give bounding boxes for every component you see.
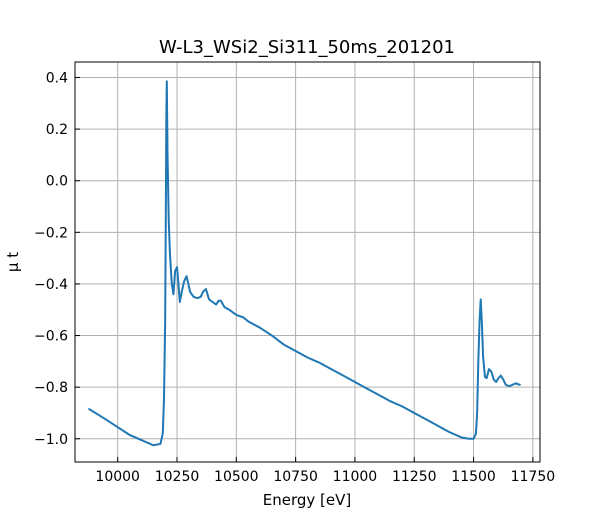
x-axis-label: Energy [eV]: [263, 491, 351, 509]
x-tick-label: 11000: [333, 469, 378, 485]
x-tick-label: 10750: [273, 469, 318, 485]
chart-title: W-L3_WSi2_Si311_50ms_201201: [159, 37, 455, 58]
x-tick-label: 11250: [392, 469, 437, 485]
y-tick-label: −1.0: [34, 432, 68, 448]
axes-frame: [74, 61, 541, 463]
y-tick-label: −0.8: [34, 380, 68, 396]
y-tick-label: −0.4: [34, 277, 68, 293]
x-tick-label: 11750: [511, 469, 556, 485]
x-tick-label: 10250: [155, 469, 200, 485]
y-tick-label: −0.6: [34, 329, 68, 345]
series-line: [88, 80, 521, 447]
x-tick-label: 11500: [451, 469, 496, 485]
y-tick-label: 0.2: [46, 122, 68, 138]
y-axis-label: μ t: [4, 252, 22, 272]
x-tick-label: 10500: [214, 469, 259, 485]
y-tick-label: −0.2: [34, 225, 68, 241]
x-tick-label: 10000: [95, 469, 140, 485]
y-tick-label: 0.4: [46, 70, 68, 86]
plot-area: [88, 80, 521, 447]
y-tick-label: 0.0: [46, 174, 68, 190]
axis-ticks: 10000 10250 10500 10750 11000 11250 11500 11750…: [34, 70, 555, 485]
grid: [75, 62, 540, 462]
